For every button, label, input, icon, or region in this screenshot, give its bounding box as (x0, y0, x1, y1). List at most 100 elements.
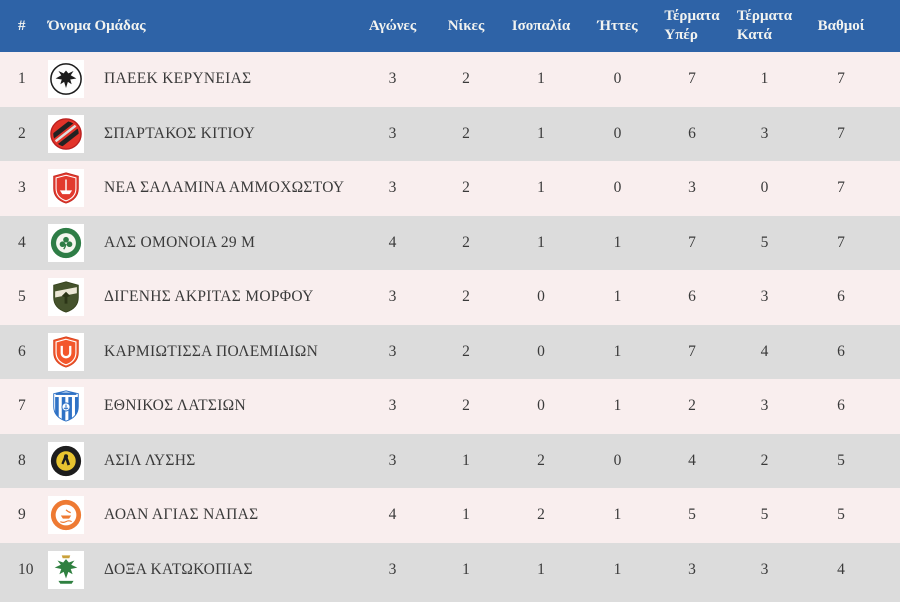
header-team-name: Όνομα Ομάδας (48, 17, 146, 34)
team-name: ΔΟΞΑ ΚΑΤΩΚΟΠΙΑΣ (104, 560, 253, 578)
team-cell: ΑΟΑΝ ΑΓΙΑΣ ΝΑΠΑΣ (48, 496, 356, 535)
played-cell: 4 (388, 233, 397, 251)
team-name: ΝΕΑ ΣΑΛΑΜΙΝΑ ΑΜΜΟΧΩΣΤΟΥ (104, 179, 345, 197)
header-wins: Νίκες (447, 17, 485, 34)
played-cell: 3 (388, 288, 397, 306)
goals-for-cell: 3 (688, 179, 696, 197)
goals-against-cell: 3 (760, 560, 769, 578)
team-name: ΣΠΑΡΤΑΚΟΣ ΚΙΤΙΟΥ (104, 124, 256, 142)
points-cell: 5 (837, 506, 845, 524)
points-cell: 6 (837, 397, 845, 415)
team-name: ΕΘΝΙΚΟΣ ΛΑΤΣΙΩΝ (104, 397, 246, 415)
goals-for-cell: 6 (688, 288, 696, 306)
losses-cell: 0 (613, 124, 622, 142)
header-points: Βαθμοί (817, 17, 865, 34)
goals-for-cell: 3 (688, 560, 696, 578)
wins-cell: 2 (462, 124, 470, 142)
crest-asil-lysis-icon (48, 441, 84, 480)
team-name: ΚΑΡΜΙΩΤΙΣΣΑ ΠΟΛΕΜΙΔΙΩΝ (104, 342, 319, 360)
table-row[interactable]: 8 ΑΣΙΛ ΛΥΣΗΣ 3 1 2 0 4 2 5 (0, 433, 900, 488)
goals-for-cell: 6 (688, 124, 696, 142)
rank-cell: 10 (18, 560, 34, 578)
points-cell: 7 (837, 233, 845, 251)
rank-cell: 1 (18, 70, 26, 88)
draws-cell: 1 (537, 179, 545, 197)
team-cell: ΚΑΡΜΙΩΤΙΣΣΑ ΠΟΛΕΜΙΔΙΩΝ (48, 332, 356, 371)
crest-spartakos-kitiou-icon (48, 114, 84, 153)
points-cell: 6 (837, 288, 845, 306)
wins-cell: 2 (462, 342, 470, 360)
table-row[interactable]: 7 ΕΘΝΙΚΟΣ ΛΑΤΣΙΩΝ 3 2 0 1 2 3 6 (0, 379, 900, 434)
team-cell: ΑΛΣ ΟΜΟΝΟΙΑ 29 Μ (48, 223, 356, 262)
header-played: Αγώνες (368, 17, 417, 34)
table-row[interactable]: 10 ΔΟΞΑ ΚΑΤΩΚΟΠΙΑΣ 3 1 1 1 3 3 4 (0, 542, 900, 597)
played-cell: 3 (388, 179, 397, 197)
team-name: ΑΣΙΛ ΛΥΣΗΣ (104, 451, 196, 469)
table-row[interactable]: 2 ΣΠΑΡΤΑΚΟΣ ΚΙΤΙΟΥ 3 2 1 0 6 3 7 (0, 106, 900, 161)
losses-cell: 1 (613, 397, 622, 415)
goals-against-cell: 0 (760, 179, 769, 197)
table-row[interactable]: 5 ΔΙΓΕΝΗΣ ΑΚΡΙΤΑΣ ΜΟΡΦΟΥ 3 2 0 1 6 3 6 (0, 270, 900, 325)
played-cell: 3 (388, 560, 397, 578)
rank-cell: 7 (18, 397, 26, 415)
crest-als-omonoia-29m-icon (48, 223, 84, 262)
crest-doxa-katokopias-icon (48, 550, 84, 589)
losses-cell: 0 (613, 179, 622, 197)
losses-cell: 1 (613, 506, 622, 524)
goals-against-cell: 5 (760, 233, 769, 251)
points-cell: 7 (837, 70, 845, 88)
header-goals-for-label: Τέρματα Υπέρ (664, 8, 720, 43)
crest-nea-salamina-icon (48, 169, 84, 208)
header-goals-against: Τέρματα Κατά (728, 7, 801, 45)
goals-for-cell: 4 (688, 451, 696, 469)
team-name: ΠΑΕΕΚ ΚΕΡΥΝΕΙΑΣ (104, 70, 252, 88)
goals-against-cell: 1 (760, 70, 769, 88)
draws-cell: 2 (537, 506, 545, 524)
played-cell: 3 (388, 342, 397, 360)
played-cell: 3 (388, 451, 397, 469)
goals-for-cell: 7 (688, 70, 696, 88)
rank-cell: 5 (18, 288, 26, 306)
draws-cell: 1 (537, 560, 545, 578)
table-row[interactable]: 1 ΠΑΕΕΚ ΚΕΡΥΝΕΙΑΣ 3 2 1 0 7 1 7 (0, 52, 900, 107)
wins-cell: 2 (462, 179, 470, 197)
draws-cell: 0 (537, 288, 545, 306)
losses-cell: 0 (613, 70, 622, 88)
table-row[interactable]: 9 ΑΟΑΝ ΑΓΙΑΣ ΝΑΠΑΣ 4 1 2 1 5 5 5 (0, 488, 900, 543)
points-cell: 7 (837, 179, 845, 197)
goals-against-cell: 4 (760, 342, 769, 360)
header-draws: Ισοπαλία (511, 17, 571, 34)
goals-against-cell: 2 (760, 451, 769, 469)
points-cell: 5 (837, 451, 845, 469)
table-row[interactable]: 4 ΑΛΣ ΟΜΟΝΟΙΑ 29 Μ 4 2 1 1 7 5 7 (0, 215, 900, 270)
played-cell: 4 (388, 506, 397, 524)
header-rank: # (18, 17, 26, 34)
team-name: ΑΛΣ ΟΜΟΝΟΙΑ 29 Μ (104, 233, 256, 251)
goals-for-cell: 5 (688, 506, 696, 524)
table-row[interactable]: 3 ΝΕΑ ΣΑΛΑΜΙΝΑ ΑΜΜΟΧΩΣΤΟΥ 3 2 1 0 3 0 7 (0, 161, 900, 216)
crest-paeek-kerynias-icon (48, 60, 84, 99)
table-header-row: # Όνομα Ομάδας Αγώνες Νίκες Ισοπαλία Ήττ… (0, 0, 900, 52)
team-cell: ΕΘΝΙΚΟΣ ΛΑΤΣΙΩΝ (48, 387, 356, 426)
rank-cell: 6 (18, 342, 26, 360)
team-cell: ΣΠΑΡΤΑΚΟΣ ΚΙΤΙΟΥ (48, 114, 356, 153)
goals-against-cell: 3 (760, 124, 769, 142)
rank-cell: 3 (18, 179, 26, 197)
rank-cell: 9 (18, 506, 26, 524)
table-row[interactable]: 6 ΚΑΡΜΙΩΤΙΣΣΑ ΠΟΛΕΜΙΔΙΩΝ 3 2 0 1 7 4 6 (0, 324, 900, 379)
goals-against-cell: 5 (760, 506, 769, 524)
losses-cell: 1 (613, 233, 622, 251)
wins-cell: 2 (462, 288, 470, 306)
losses-cell: 1 (613, 560, 622, 578)
rank-cell: 8 (18, 451, 26, 469)
wins-cell: 2 (462, 233, 470, 251)
points-cell: 7 (837, 124, 845, 142)
wins-cell: 1 (462, 560, 470, 578)
goals-against-cell: 3 (760, 397, 769, 415)
goals-for-cell: 2 (688, 397, 696, 415)
draws-cell: 1 (537, 70, 545, 88)
played-cell: 3 (388, 397, 397, 415)
points-cell: 6 (837, 342, 845, 360)
draws-cell: 0 (537, 342, 545, 360)
